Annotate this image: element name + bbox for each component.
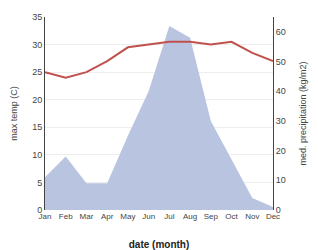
svg-text:35: 35 [32,12,42,22]
svg-text:50: 50 [276,57,286,67]
svg-text:30: 30 [276,116,286,126]
svg-text:May: May [120,212,135,221]
svg-text:20: 20 [32,95,42,105]
svg-text:30: 30 [32,40,42,50]
svg-text:10: 10 [32,150,42,160]
svg-text:Jun: Jun [142,212,155,221]
svg-text:Jul: Jul [164,212,174,221]
svg-text:med. precipitation (kg/m2): med. precipitation (kg/m2) [298,61,308,165]
svg-text:Nov: Nov [245,212,259,221]
svg-text:Aug: Aug [183,212,197,221]
svg-text:Apr: Apr [101,212,114,221]
svg-text:15: 15 [32,122,42,132]
svg-text:40: 40 [276,86,286,96]
svg-text:date (month): date (month) [129,239,190,250]
svg-text:5: 5 [37,178,42,188]
svg-text:Jan: Jan [39,212,52,221]
svg-text:0: 0 [37,205,42,215]
svg-text:10: 10 [276,175,286,185]
svg-text:20: 20 [276,146,286,156]
svg-text:0: 0 [276,205,281,215]
svg-text:max temp (C): max temp (C) [9,86,19,141]
svg-text:Feb: Feb [59,212,73,221]
svg-text:60: 60 [276,27,286,37]
svg-text:Dec: Dec [266,212,280,221]
svg-text:25: 25 [32,67,42,77]
svg-text:Sep: Sep [204,212,219,221]
svg-text:Oct: Oct [225,212,238,221]
svg-text:Mar: Mar [80,212,94,221]
